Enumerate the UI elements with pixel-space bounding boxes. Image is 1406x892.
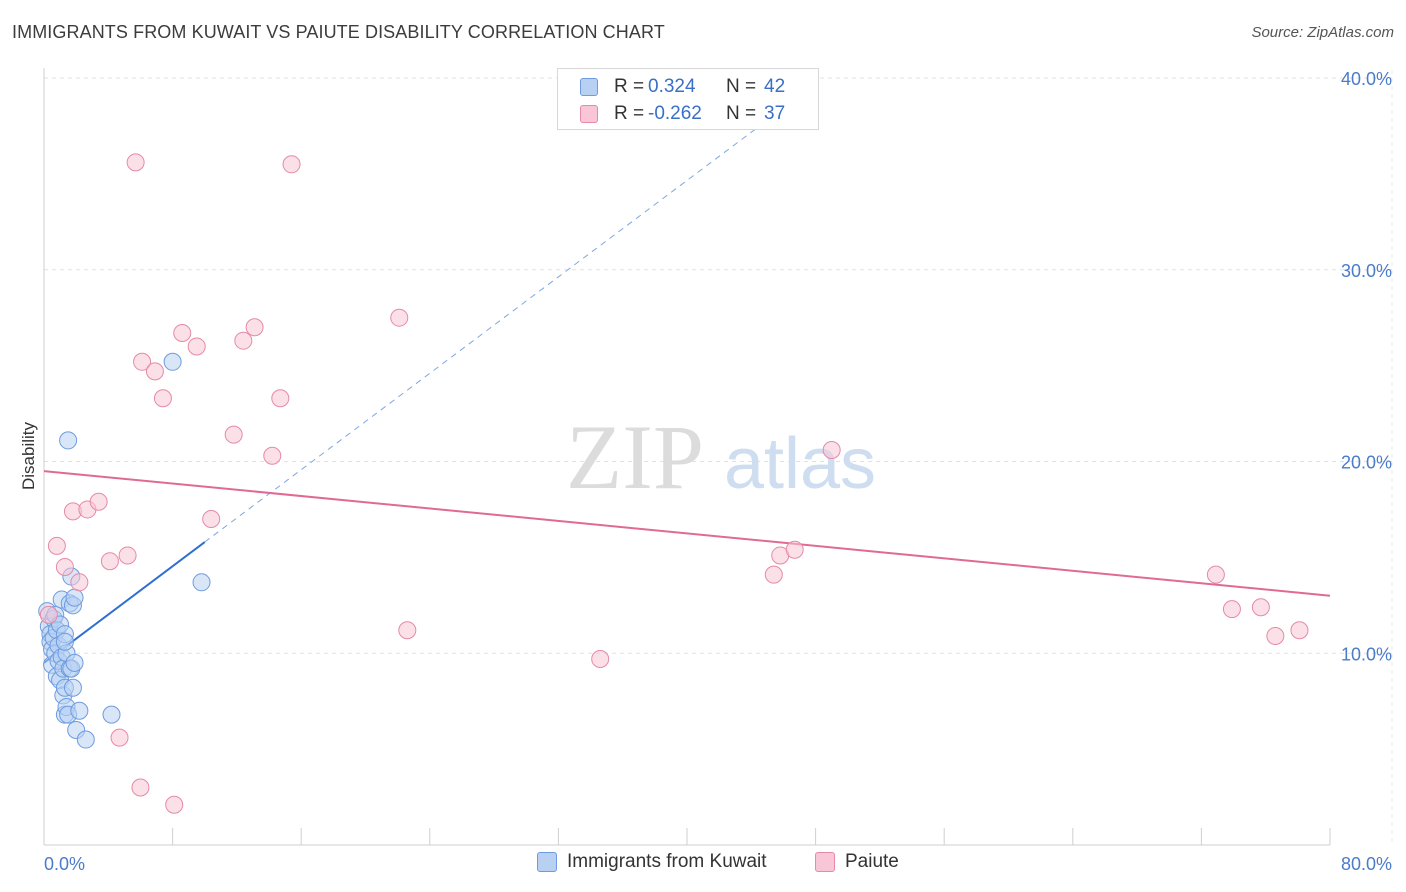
data-point: [245, 318, 264, 337]
data-point: [764, 565, 783, 584]
legend-r-label: R =: [614, 76, 645, 97]
data-point: [59, 431, 78, 450]
data-point: [63, 678, 82, 697]
y-axis-label: Disability: [19, 421, 38, 490]
data-point: [390, 308, 409, 327]
watermark-zip: ZIP: [566, 406, 704, 508]
trend-lines: [43, 119, 1331, 664]
y-tick-label: 20.0%: [1341, 453, 1392, 473]
data-point: [1266, 626, 1285, 645]
series-swatch-kuwait: [537, 852, 557, 872]
chart-title: IMMIGRANTS FROM KUWAIT VS PAIUTE DISABIL…: [12, 22, 665, 42]
data-point: [271, 389, 290, 408]
legend-n-label: N =: [726, 76, 757, 97]
data-point: [145, 362, 164, 381]
data-point: [102, 705, 121, 724]
series-legend-kuwait: Immigrants from Kuwait: [537, 851, 767, 873]
trend-line-extension: [204, 119, 768, 543]
data-point: [1222, 600, 1241, 619]
data-point: [39, 605, 58, 624]
data-point: [55, 557, 74, 576]
watermark-atlas: atlas: [724, 424, 876, 504]
data-point: [47, 536, 66, 555]
data-point: [55, 632, 74, 651]
data-point: [591, 650, 610, 669]
data-point: [163, 352, 182, 371]
data-point: [282, 155, 301, 174]
data-point: [822, 440, 841, 459]
x-tick-label: 0.0%: [44, 854, 85, 874]
tick-labels: 10.0% 20.0% 30.0% 40.0% 0.0% 80.0%: [44, 69, 1392, 874]
data-point: [785, 540, 804, 559]
data-point: [192, 573, 211, 592]
series-legend: Immigrants from Kuwait Paiute: [0, 851, 1406, 877]
legend-row-paiute: R = -0.262 N = 37: [580, 101, 785, 127]
data-point: [398, 621, 417, 640]
grid-lines: [44, 70, 1393, 845]
trend-line: [43, 470, 1331, 597]
data-point: [1251, 598, 1270, 617]
data-point: [263, 446, 282, 465]
data-point: [100, 552, 119, 571]
data-points: [38, 153, 1309, 814]
data-point: [173, 324, 192, 343]
data-point: [187, 337, 206, 356]
legend-r-value: 0.324: [648, 76, 696, 97]
data-point: [89, 492, 108, 511]
axes: [43, 68, 1331, 846]
data-point: [165, 795, 184, 814]
data-point: [65, 588, 84, 607]
source-label: Source: ZipAtlas.com: [1251, 24, 1394, 41]
series-label-kuwait: Immigrants from Kuwait: [567, 851, 767, 872]
data-point: [131, 778, 150, 797]
series-swatch-paiute: [815, 852, 835, 872]
data-point: [133, 352, 152, 371]
data-point: [1206, 565, 1225, 584]
data-point: [202, 510, 221, 529]
legend-swatch-paiute: [580, 105, 598, 123]
x-tick-label: 80.0%: [1341, 854, 1392, 874]
legend-n-value: 37: [764, 103, 786, 124]
data-point: [70, 701, 89, 720]
data-point: [224, 425, 243, 444]
legend-r-value: -0.262: [648, 103, 702, 124]
data-point: [234, 331, 253, 350]
data-point: [70, 573, 89, 592]
data-point: [118, 546, 137, 565]
correlation-legend: R = 0.324 N = 42 R = -0.262 N = 37: [557, 68, 819, 130]
watermark: ZIP atlas: [566, 406, 876, 508]
data-point: [1290, 621, 1309, 640]
legend-n-label: N =: [726, 103, 757, 124]
data-point: [153, 389, 172, 408]
legend-n-value: 42: [764, 76, 786, 97]
y-tick-label: 10.0%: [1341, 644, 1392, 664]
legend-row-kuwait: R = 0.324 N = 42: [580, 74, 785, 100]
series-legend-paiute: Paiute: [815, 851, 899, 873]
series-label-paiute: Paiute: [845, 851, 899, 872]
legend-swatch-kuwait: [580, 78, 598, 96]
data-point: [126, 153, 145, 172]
y-tick-label: 30.0%: [1341, 261, 1392, 281]
legend-r-label: R =: [614, 103, 645, 124]
data-point: [76, 730, 95, 749]
data-point: [110, 728, 129, 747]
data-point: [65, 653, 84, 672]
y-tick-label: 40.0%: [1341, 69, 1392, 89]
